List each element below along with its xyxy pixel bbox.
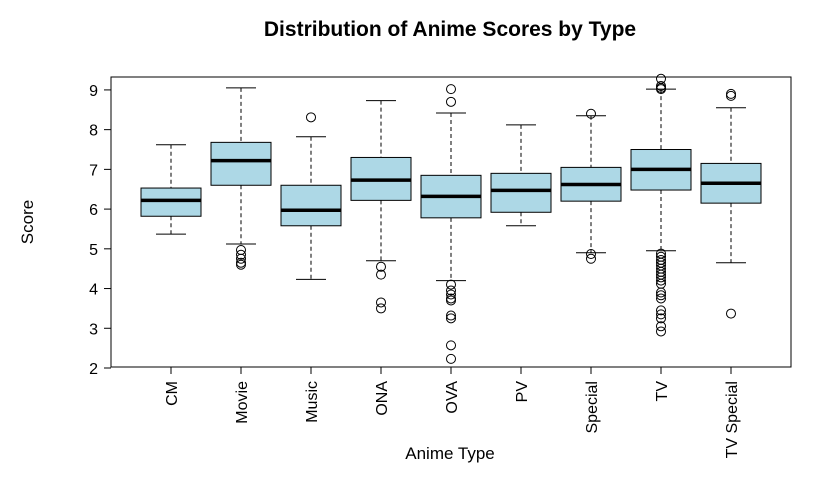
- x-tick-label: Special: [584, 381, 601, 433]
- outlier-point: [446, 289, 456, 300]
- outlier-point: [376, 261, 386, 272]
- outlier-point: [656, 321, 666, 332]
- outlier-point: [586, 108, 596, 119]
- outlier-point: [446, 340, 456, 351]
- y-tick-label: 6: [89, 202, 98, 219]
- plot-area: 2 3 4 5 6 7 8 9 CM Movie Music ONA OVA PV Special TV TV …: [89, 73, 792, 458]
- outlier-point: [726, 308, 736, 319]
- outlier-point: [446, 295, 456, 306]
- outlier-point: [236, 249, 246, 260]
- x-tick-label: TV: [654, 381, 671, 402]
- box-iqr: [280, 184, 342, 227]
- outlier-point: [376, 303, 386, 314]
- box-iqr: [490, 172, 552, 213]
- x-tick-label: ONA: [374, 381, 391, 416]
- y-tick-label: 9: [89, 83, 98, 100]
- x-tick-label: CM: [164, 381, 181, 406]
- outlier-point: [656, 313, 666, 324]
- y-tick-label: 7: [89, 162, 98, 179]
- outlier-point: [586, 248, 596, 259]
- x-tick-label: OVA: [444, 381, 461, 414]
- y-tick-label: 8: [89, 123, 98, 140]
- outlier-point: [446, 353, 456, 364]
- x-tick-label: PV: [514, 381, 531, 403]
- y-tick-label: 5: [89, 242, 98, 259]
- outlier-point: [656, 287, 666, 298]
- outlier-point: [656, 290, 666, 301]
- y-tick-label: 4: [89, 282, 98, 299]
- outlier-point: [656, 293, 666, 304]
- x-tick-label: Music: [304, 381, 321, 423]
- x-tick-label: TV Special: [724, 381, 741, 458]
- y-tick-label: 2: [89, 361, 98, 378]
- x-tick-label: Movie: [234, 381, 251, 424]
- outlier-point: [446, 313, 456, 324]
- y-axis-label: Score: [18, 200, 37, 244]
- outlier-point: [656, 272, 666, 283]
- chart-title: Distribution of Anime Scores by Type: [264, 18, 636, 41]
- outlier-point: [656, 309, 666, 320]
- outlier-point: [376, 297, 386, 308]
- outlier-point: [726, 88, 736, 99]
- outlier-point: [726, 90, 736, 101]
- outlier-point: [446, 84, 456, 95]
- outlier-point: [236, 259, 246, 270]
- outlier-point: [376, 269, 386, 280]
- outlier-point: [656, 275, 666, 286]
- outlier-point: [446, 96, 456, 107]
- x-axis-label: Anime Type: [405, 444, 494, 463]
- box-iqr: [140, 187, 202, 217]
- outlier-point: [446, 279, 456, 290]
- outlier-point: [656, 84, 666, 95]
- outlier-point: [446, 310, 456, 321]
- y-tick-label: 3: [89, 321, 98, 338]
- outlier-point: [306, 112, 316, 123]
- outlier-point: [236, 253, 246, 264]
- box-iqr: [210, 141, 272, 186]
- outlier-point: [656, 326, 666, 337]
- outlier-point: [586, 253, 596, 264]
- outlier-point: [446, 285, 456, 296]
- outlier-point: [656, 305, 666, 316]
